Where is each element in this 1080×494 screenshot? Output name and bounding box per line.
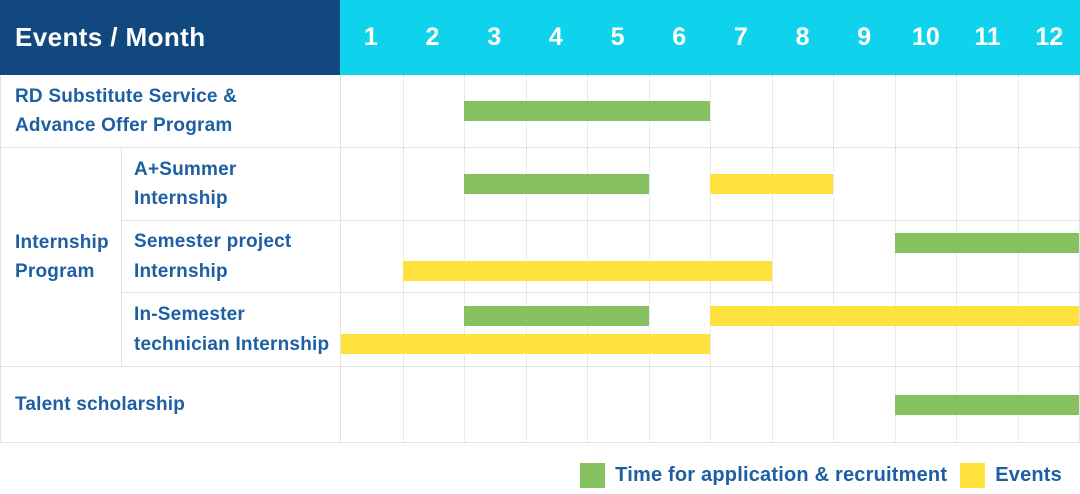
month-gridline xyxy=(525,293,527,366)
chart-area-semester-project xyxy=(341,221,1079,292)
month-header-6: 6 xyxy=(672,23,687,51)
chart-area-a-plus-summer xyxy=(341,148,1079,220)
table-row: A+Summer Internship xyxy=(122,148,1079,221)
legend-label-events: Events xyxy=(995,463,1062,486)
month-gridline xyxy=(402,367,404,442)
internship-program-block: Internship Program A+Summer Internship S… xyxy=(1,148,1079,367)
month-gridline xyxy=(894,148,896,220)
month-gridline xyxy=(1017,148,1019,220)
bar-event xyxy=(710,305,1079,326)
table-row: Talent scholarship xyxy=(1,367,1079,443)
month-gridline xyxy=(833,148,834,220)
month-gridline xyxy=(833,293,834,366)
table-body: RD Substitute Service & Advance Offer Pr… xyxy=(0,75,1080,443)
month-gridline xyxy=(771,367,773,442)
month-gridline xyxy=(587,293,588,366)
bar-event xyxy=(710,174,833,194)
row-label-a-plus-summer: A+Summer Internship xyxy=(122,148,341,220)
month-gridline xyxy=(587,367,588,442)
month-gridline xyxy=(402,293,404,366)
bar-recruitment xyxy=(464,305,649,326)
legend: Time for application & recruitment Event… xyxy=(0,459,1080,491)
table-row: RD Substitute Service & Advance Offer Pr… xyxy=(1,75,1079,148)
events-month-header: Events / Month xyxy=(0,0,340,75)
month-gridline xyxy=(956,148,957,220)
month-gridline xyxy=(587,221,588,292)
schedule-table: Events / Month 1 2 3 4 5 6 7 8 9 10 11 12 RD Substi… xyxy=(0,0,1080,443)
month-gridline xyxy=(402,221,404,292)
month-gridline xyxy=(894,75,896,147)
yellow-swatch-icon xyxy=(960,462,986,488)
month-gridline xyxy=(648,293,650,366)
month-gridline xyxy=(402,75,404,147)
month-gridline xyxy=(894,221,896,292)
chart-area-in-semester-technician xyxy=(341,293,1079,366)
table-row: In-Semester technician Internship xyxy=(122,293,1079,366)
month-gridline xyxy=(710,293,711,366)
month-gridline xyxy=(464,293,465,366)
month-gridline xyxy=(771,221,773,292)
chart-area-rd-substitute xyxy=(341,75,1079,147)
green-swatch-icon xyxy=(580,462,606,488)
month-header-3: 3 xyxy=(487,23,502,51)
bar-recruitment xyxy=(894,232,1079,253)
month-gridline xyxy=(710,221,711,292)
month-header-12: 12 xyxy=(1035,23,1064,51)
month-gridline xyxy=(648,148,650,220)
bar-event xyxy=(341,333,710,354)
month-gridline xyxy=(771,293,773,366)
month-gridline xyxy=(833,221,834,292)
legend-item-recruitment: Time for application & recruitment xyxy=(580,462,948,488)
month-gridline xyxy=(648,221,650,292)
month-header-1: 1 xyxy=(363,23,378,51)
bar-event xyxy=(402,260,772,281)
month-gridline xyxy=(648,367,650,442)
month-gridline xyxy=(1017,293,1019,366)
bar-recruitment xyxy=(894,394,1079,415)
month-gridline xyxy=(1017,75,1019,147)
table-row: Semester project Internship xyxy=(122,221,1079,293)
month-header-10: 10 xyxy=(911,23,940,51)
internship-subrows: A+Summer Internship Semester project Int… xyxy=(122,148,1079,366)
group-label-internship-program: Internship Program xyxy=(1,148,122,366)
table-header-row: Events / Month 1 2 3 4 5 6 7 8 9 10 11 12 xyxy=(0,0,1080,75)
month-header-8: 8 xyxy=(795,23,810,51)
month-header-7: 7 xyxy=(733,23,748,51)
month-gridline xyxy=(956,75,957,147)
month-header-11: 11 xyxy=(974,23,1001,51)
month-gridline xyxy=(833,367,834,442)
month-header-2: 2 xyxy=(425,23,440,51)
month-gridline xyxy=(525,367,527,442)
month-header-9: 9 xyxy=(857,23,872,51)
bar-recruitment xyxy=(464,101,710,121)
month-gridline xyxy=(771,75,773,147)
month-gridline xyxy=(464,221,465,292)
row-label-rd-substitute: RD Substitute Service & Advance Offer Pr… xyxy=(1,75,341,147)
legend-item-events: Events xyxy=(960,462,1062,488)
month-header-strip: 1 2 3 4 5 6 7 8 9 10 11 12 xyxy=(340,0,1080,75)
month-gridline xyxy=(1017,221,1019,292)
bar-recruitment xyxy=(464,174,649,194)
legend-label-recruitment: Time for application & recruitment xyxy=(615,463,948,486)
month-gridline xyxy=(710,367,711,442)
month-gridline xyxy=(464,367,465,442)
month-gridline xyxy=(956,293,957,366)
month-gridline xyxy=(956,221,957,292)
month-gridline xyxy=(402,148,404,220)
month-gridline xyxy=(525,221,527,292)
row-label-talent-scholarship: Talent scholarship xyxy=(1,367,341,442)
month-gridline xyxy=(833,75,834,147)
month-gridline xyxy=(710,75,711,147)
row-label-in-semester-technician: In-Semester technician Internship xyxy=(122,293,341,366)
chart-area-talent-scholarship xyxy=(341,367,1079,442)
row-label-semester-project: Semester project Internship xyxy=(122,221,341,292)
month-header-4: 4 xyxy=(548,23,563,51)
month-header-5: 5 xyxy=(610,23,625,51)
month-gridline xyxy=(894,293,896,366)
